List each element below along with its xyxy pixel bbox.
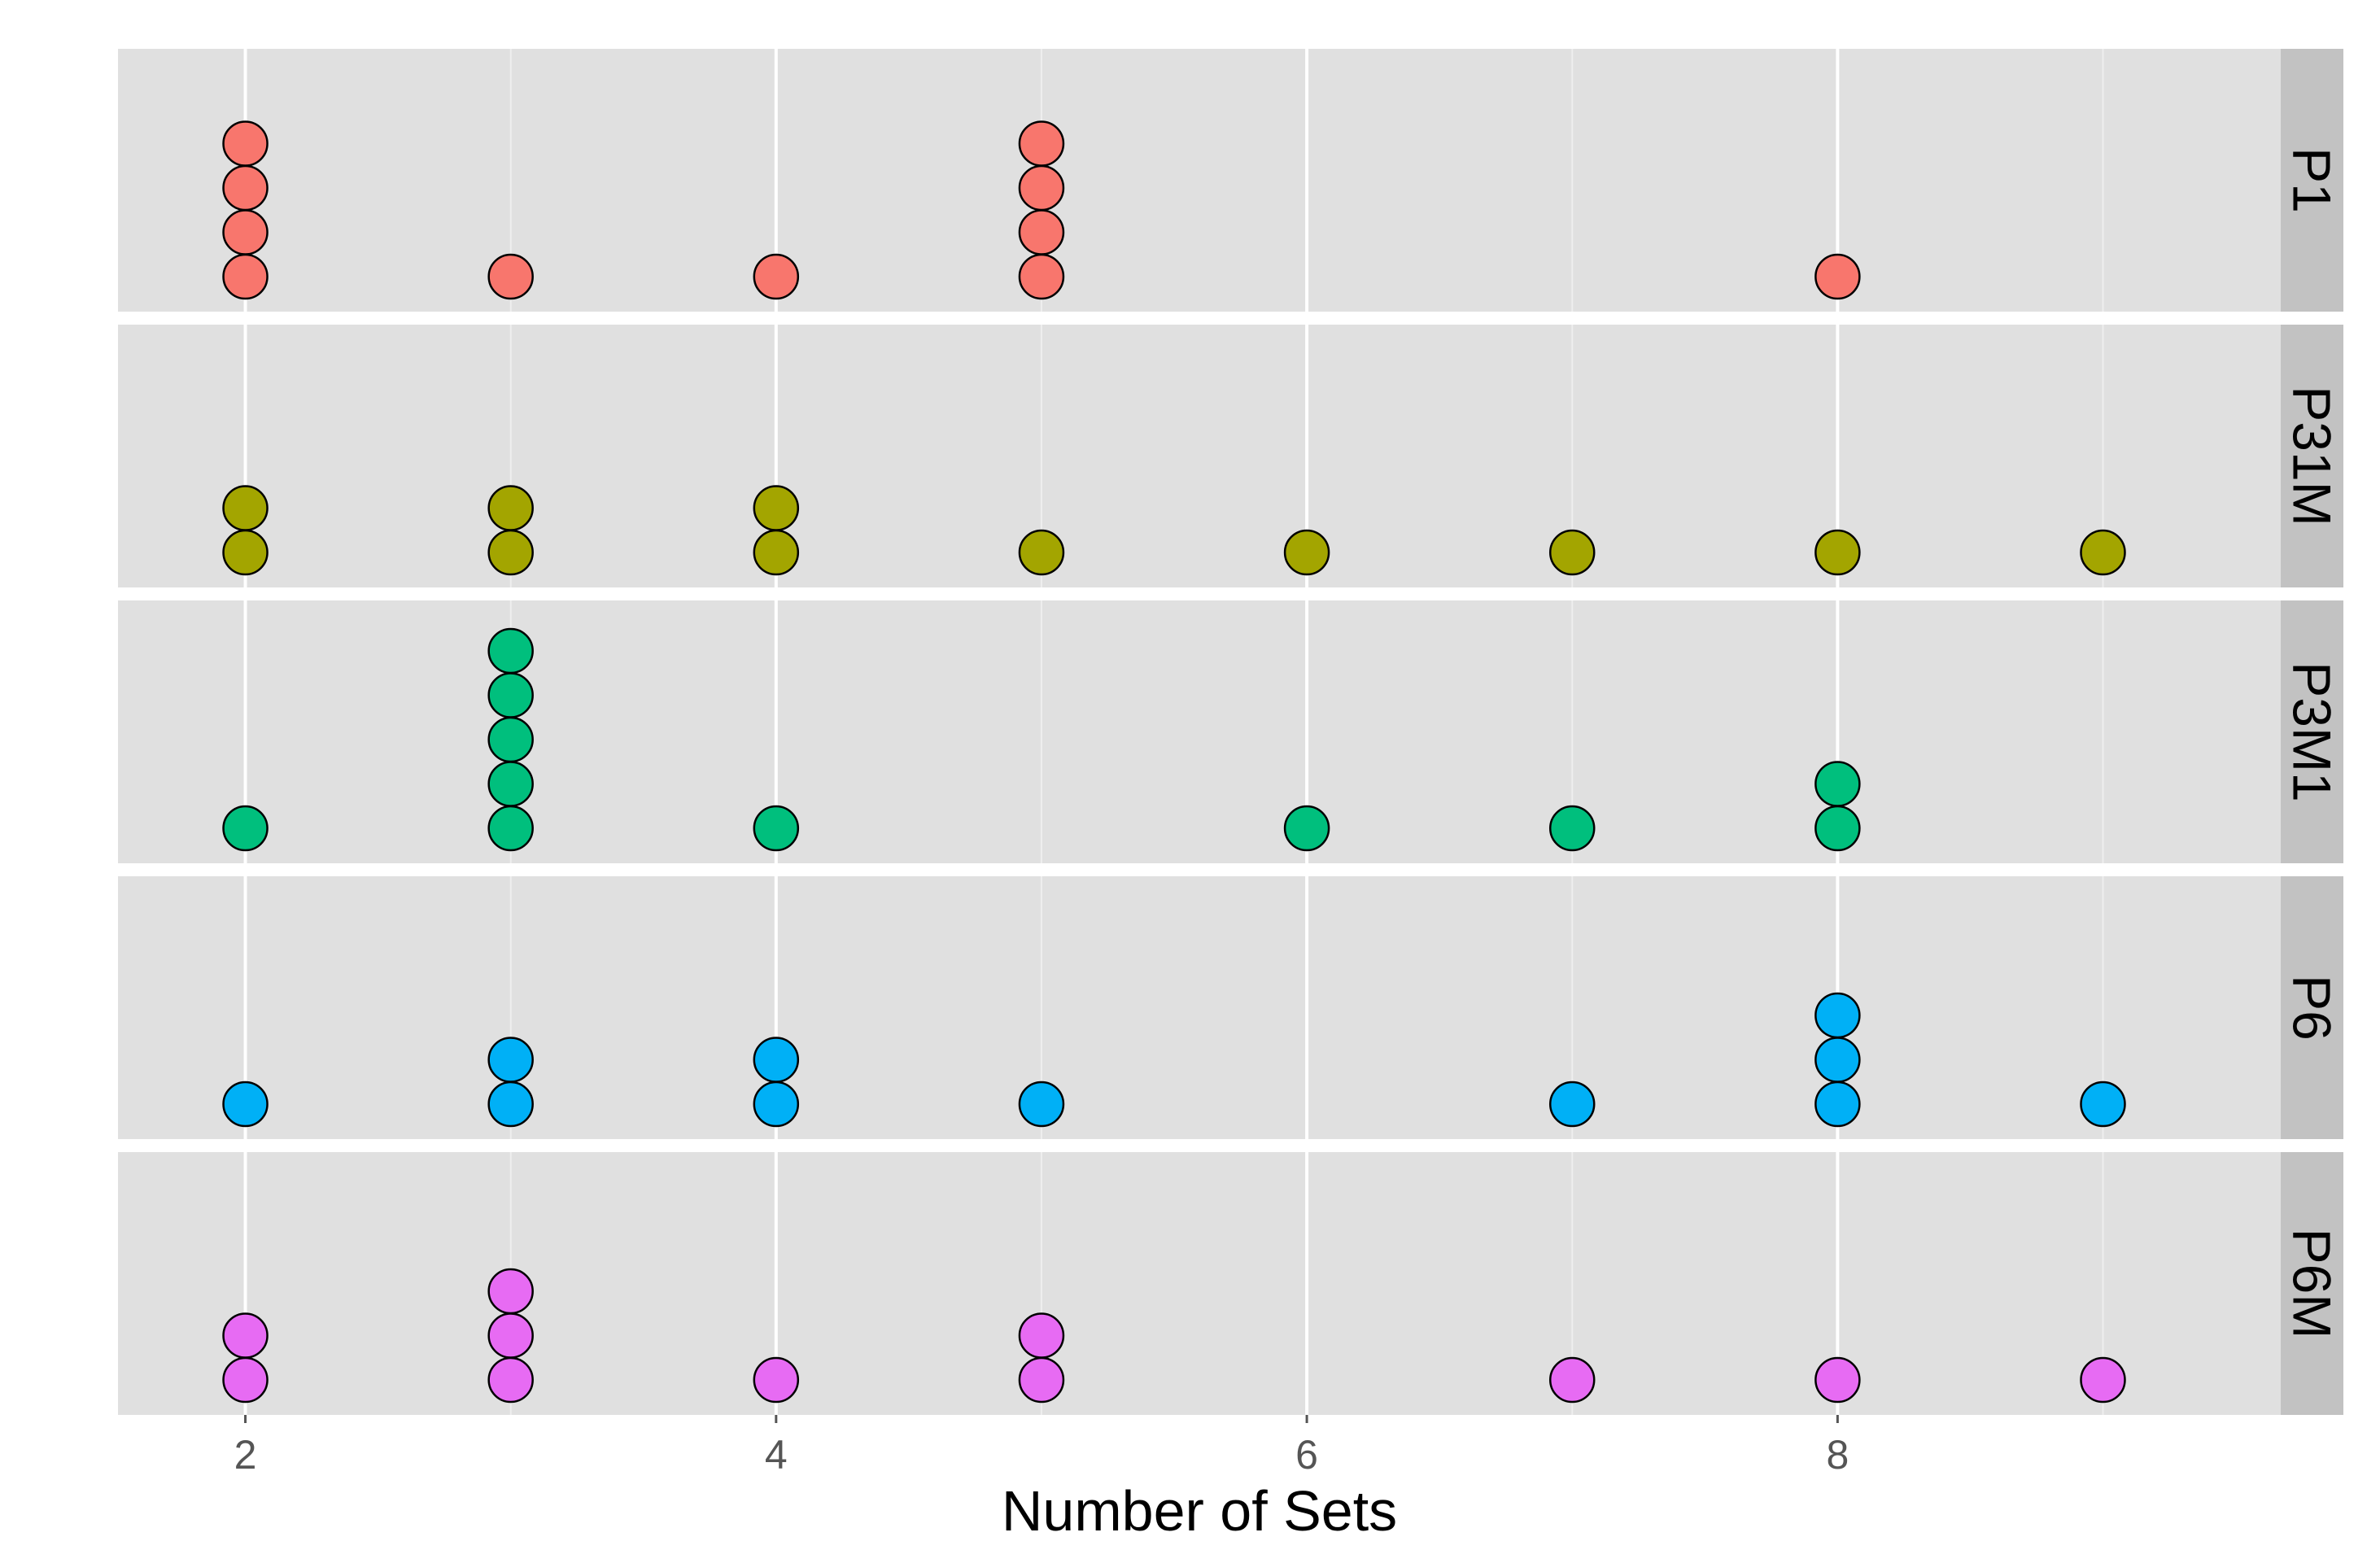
dot-p3m1 bbox=[1814, 761, 1861, 807]
dot-p1 bbox=[222, 209, 269, 255]
dot-p6m bbox=[753, 1356, 800, 1404]
dot-p6 bbox=[1814, 1037, 1861, 1083]
facet-label-p6: P6 bbox=[2282, 975, 2343, 1041]
dot-p6 bbox=[753, 1037, 800, 1083]
facet-strip-p3m1 bbox=[2281, 600, 2343, 863]
dot-p31m bbox=[753, 485, 800, 531]
dot-p1 bbox=[1018, 120, 1065, 167]
panel-background-p6 bbox=[118, 876, 2281, 1139]
facet-strip-p6 bbox=[2281, 876, 2343, 1139]
facet-label-p31m: P31M bbox=[2282, 386, 2343, 526]
dot-p31m bbox=[1548, 529, 1596, 576]
dot-p6 bbox=[753, 1081, 800, 1128]
dot-p6m bbox=[1548, 1356, 1596, 1404]
dot-p31m bbox=[222, 485, 269, 531]
dot-p6 bbox=[487, 1081, 534, 1128]
dot-p31m bbox=[1814, 529, 1861, 576]
dot-p1 bbox=[222, 120, 269, 167]
dot-p6 bbox=[1814, 1081, 1861, 1128]
dot-p6m bbox=[2080, 1356, 2126, 1404]
dot-p31m bbox=[222, 529, 269, 576]
dot-p6 bbox=[1814, 992, 1861, 1039]
panel-background-p1 bbox=[118, 49, 2281, 312]
dot-p31m bbox=[487, 485, 534, 531]
dot-p6m bbox=[222, 1312, 269, 1359]
facet-strip-p1 bbox=[2281, 49, 2343, 312]
facet-strip-p6m bbox=[2281, 1152, 2343, 1415]
dot-p6m bbox=[1018, 1356, 1065, 1404]
dot-p3m1 bbox=[487, 805, 534, 852]
dot-p31m bbox=[2080, 529, 2126, 576]
dot-p3m1 bbox=[1814, 805, 1861, 852]
dot-p6 bbox=[1548, 1081, 1596, 1128]
dot-p3m1 bbox=[487, 716, 534, 763]
dot-p6 bbox=[2080, 1081, 2126, 1128]
panel-background-p3m1 bbox=[118, 600, 2281, 863]
facet-label-p1: P1 bbox=[2282, 147, 2343, 213]
dot-p6m bbox=[487, 1268, 534, 1315]
dot-p1 bbox=[222, 164, 269, 212]
dot-p6 bbox=[222, 1081, 269, 1128]
dot-p3m1 bbox=[1283, 805, 1330, 852]
dot-p1 bbox=[1018, 209, 1065, 255]
dot-p3m1 bbox=[222, 805, 269, 852]
dot-p3m1 bbox=[487, 627, 534, 675]
dot-p1 bbox=[1018, 253, 1065, 300]
dot-p3m1 bbox=[753, 805, 800, 852]
x-tick-label: 4 bbox=[765, 1432, 788, 1478]
dot-p6m bbox=[1814, 1356, 1861, 1404]
dot-p6m bbox=[487, 1312, 534, 1359]
facet-label-p6m: P6M bbox=[2282, 1229, 2343, 1339]
dot-p3m1 bbox=[487, 672, 534, 718]
dot-p1 bbox=[753, 253, 800, 300]
facet-label-p3m1: P3M1 bbox=[2282, 661, 2343, 801]
dot-p31m bbox=[487, 529, 534, 576]
dot-p6m bbox=[487, 1356, 534, 1404]
panel-background-p31m bbox=[118, 325, 2281, 587]
dot-p1 bbox=[1018, 164, 1065, 212]
dot-p1 bbox=[487, 253, 534, 300]
dot-p31m bbox=[1283, 529, 1330, 576]
dot-p6m bbox=[1018, 1312, 1065, 1359]
dot-p3m1 bbox=[1548, 805, 1596, 852]
x-tick-label: 8 bbox=[1826, 1432, 1849, 1478]
dot-p1 bbox=[222, 253, 269, 300]
x-axis-title: Number of Sets bbox=[1002, 1479, 1397, 1543]
dot-p6m bbox=[222, 1356, 269, 1404]
dot-p3m1 bbox=[487, 761, 534, 807]
panel-background-p6m bbox=[118, 1152, 2281, 1415]
x-tick-label: 2 bbox=[234, 1432, 257, 1478]
dot-p6 bbox=[487, 1037, 534, 1083]
dot-p1 bbox=[1814, 253, 1861, 300]
dot-p31m bbox=[753, 529, 800, 576]
facet-strip-p31m bbox=[2281, 325, 2343, 587]
dot-p31m bbox=[1018, 529, 1065, 576]
dot-p6 bbox=[1018, 1081, 1065, 1128]
x-tick-label: 6 bbox=[1295, 1432, 1318, 1478]
